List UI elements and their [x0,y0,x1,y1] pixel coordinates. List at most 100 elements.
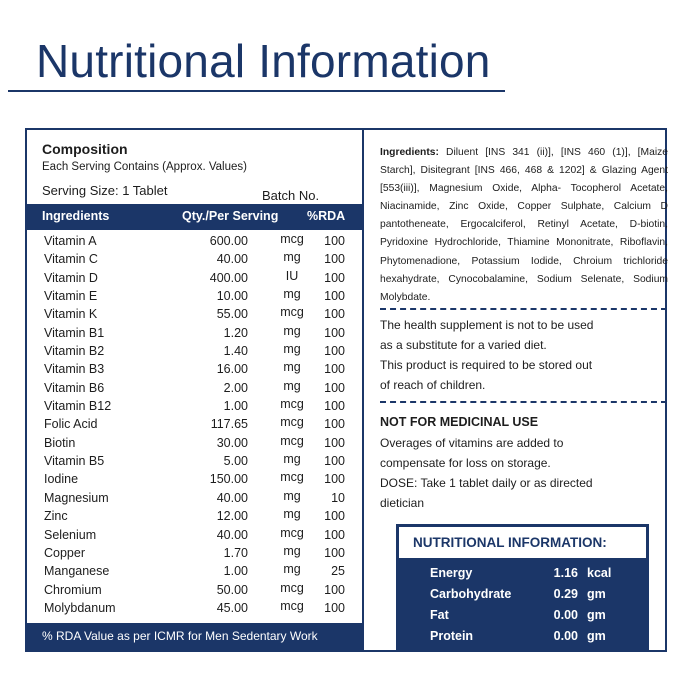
ingredient-name: Vitamin B6 [44,380,105,395]
ingredient-name: Manganese [44,564,110,579]
ingredient-unit: mg [283,342,301,357]
ingredient-name: Vitamin B12 [44,399,112,414]
ingredient-unit: mcg [280,580,304,595]
ingredient-rda: 100 [324,472,345,487]
nutrition-row: Protein 0.00 gm [396,627,649,647]
health-line: This product is required to be stored ou… [380,358,593,372]
ingredient-unit: mcg [280,470,304,485]
ingredient-quantity: 2.00 [223,380,248,395]
table-row: Vitamin B2 1.40 mg 100 [27,342,362,360]
medicinal-line: dietician [380,496,425,510]
table-row: Vitamin B5 5.00 mg 100 [27,452,362,470]
table-row: Chromium 50.00 mcg 100 [27,581,362,599]
ingredient-rda: 100 [324,509,345,524]
nutrient-value: 0.00 [553,629,578,643]
table-row: Vitamin E 10.00 mg 100 [27,287,362,305]
dashed-divider [380,308,667,310]
ingredient-rda: 10 [331,490,345,505]
ingredient-name: Zinc [44,509,68,524]
table-header: Ingredients Qty./Per Serving %RDA [27,204,362,230]
ingredient-rda: 100 [324,399,345,414]
ingredient-name: Chromium [44,582,102,597]
nutrient-value: 0.00 [553,608,578,622]
ingredients-paragraph: Ingredients: Diluent [INS 341 (ii)], [IN… [380,144,668,307]
title-divider [8,90,505,92]
ingredient-unit: mg [283,323,301,338]
ingredient-quantity: 50.00 [216,582,248,597]
ingredient-unit: mcg [280,525,304,540]
ingredient-quantity: 16.00 [216,362,248,377]
dashed-divider [380,401,667,403]
medicinal-notice: Overages of vitamins are added to compen… [380,433,660,513]
nutrient-name: Fat [430,608,449,622]
ingredient-quantity: 30.00 [216,435,248,450]
ingredient-name: Vitamin B5 [44,454,105,469]
table-row: Vitamin K 55.00 mcg 100 [27,305,362,323]
ingredient-unit: mg [283,452,301,467]
serving-size: Serving Size: 1 Tablet [42,183,168,198]
composition-table-body: Vitamin A 600.00 mcg 100 Vitamin C 40.00 mg 100… [27,232,362,617]
ingredient-quantity: 5.00 [223,454,248,469]
ingredient-rda: 100 [324,362,345,377]
ingredient-name: Vitamin E [44,289,98,304]
ingredient-rda: 100 [324,582,345,597]
ingredient-quantity: 40.00 [216,527,248,542]
ingredient-quantity: 12.00 [216,509,248,524]
ingredient-rda: 100 [324,325,345,340]
table-row: Folic Acid 117.65 mcg 100 [27,415,362,433]
ingredient-quantity: 150.00 [209,472,248,487]
composition-panel [25,128,364,652]
ingredient-name: Vitamin A [44,234,97,248]
ingredient-quantity: 600.00 [209,234,248,248]
medicinal-line: Overages of vitamins are added to [380,436,564,450]
label-panel [25,128,667,652]
header-rda: %RDA [307,209,346,223]
ingredient-unit: mcg [280,598,304,613]
ingredient-quantity: 55.00 [216,307,248,322]
ingredient-rda: 100 [324,527,345,542]
nutrient-name: Protein [430,629,474,643]
ingredient-unit: mg [283,488,301,503]
ingredient-unit: mcg [280,433,304,448]
ingredient-unit: mcg [280,415,304,430]
health-line: as a substitute for a varied diet. [380,338,547,352]
ingredient-unit: mg [283,250,301,265]
health-notice: The health supplement is not to be used … [380,315,660,395]
ingredient-name: Vitamin D [44,270,98,285]
ingredient-unit: mg [283,378,301,393]
ingredient-unit: mg [283,543,301,558]
ingredient-name: Biotin [44,435,76,450]
ingredient-name: Copper [44,545,85,560]
ingredient-rda: 100 [324,454,345,469]
table-row: Vitamin A 600.00 mcg 100 [27,232,362,250]
table-row: Molybdanum 45.00 mcg 100 [27,599,362,617]
table-row: Magnesium 40.00 mg 10 [27,489,362,507]
ingredient-quantity: 1.20 [223,325,248,340]
ingredient-quantity: 1.40 [223,344,248,359]
composition-subtitle: Each Serving Contains (Approx. Values) [42,161,247,173]
ingredient-name: Vitamin K [44,307,98,322]
nutrient-unit: gm [587,608,606,622]
page-title: Nutritional Information [36,35,491,87]
ingredient-name: Vitamin B2 [44,344,105,359]
ingredient-unit: mcg [280,232,304,246]
ingredient-rda: 100 [324,380,345,395]
ingredient-quantity: 117.65 [210,417,248,432]
nutrition-row: Carbohydrate 0.29 gm [396,585,649,605]
ingredient-name: Vitamin C [44,252,98,267]
ingredient-rda: 100 [324,600,345,615]
header-qty: Qty./Per Serving [182,209,279,223]
nutrition-row: Fat 0.00 gm [396,606,649,626]
table-row: Biotin 30.00 mcg 100 [27,434,362,452]
table-row: Iodine 150.00 mcg 100 [27,470,362,488]
ingredient-quantity: 45.00 [216,600,248,615]
nutritional-information-title: NUTRITIONAL INFORMATION: [413,535,607,550]
ingredient-name: Selenium [44,527,97,542]
table-row: Vitamin B3 16.00 mg 100 [27,360,362,378]
ingredient-name: Vitamin B1 [44,325,105,340]
ingredient-rda: 100 [324,435,345,450]
nutrient-unit: gm [587,629,606,643]
nutrient-unit: kcal [587,566,612,580]
table-row: Selenium 40.00 mcg 100 [27,526,362,544]
ingredient-unit: mg [283,360,301,375]
